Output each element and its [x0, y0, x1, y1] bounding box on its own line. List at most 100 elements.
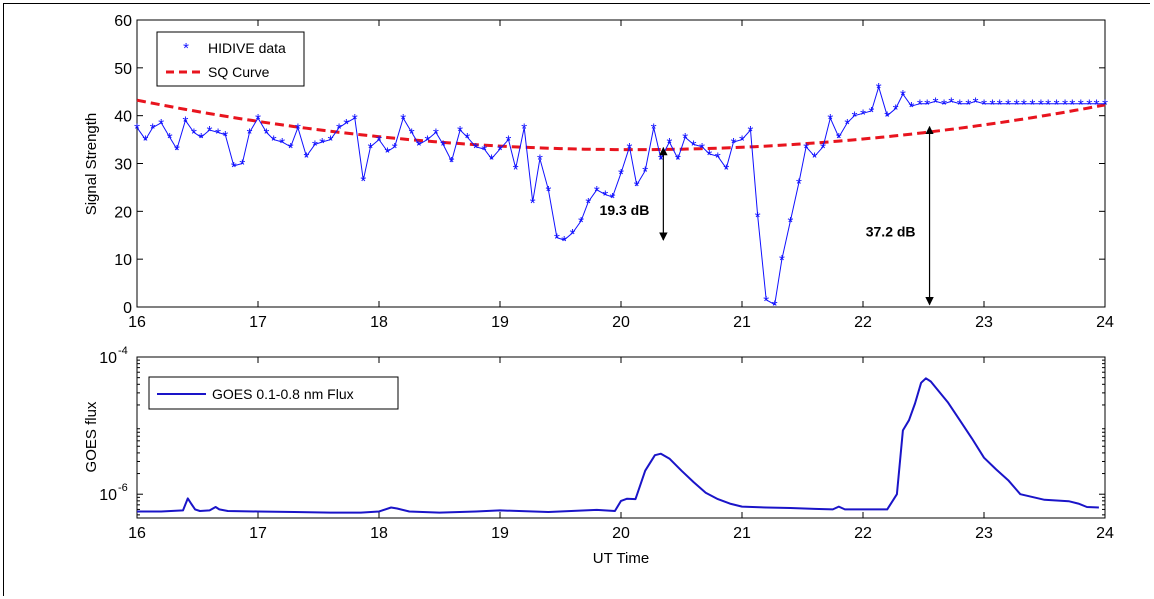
hidive-data-point: * — [981, 97, 987, 114]
bottom-x-tick-label: 21 — [733, 525, 751, 542]
hidive-data-point: * — [990, 97, 996, 114]
hidive-data-point: * — [473, 140, 479, 157]
hidive-data-point: * — [150, 121, 156, 138]
hidive-data-point: * — [545, 183, 551, 200]
hidive-data-point: * — [796, 176, 802, 193]
hidive-data-point: * — [691, 137, 697, 154]
hidive-data-point: * — [433, 125, 439, 142]
hidive-data-point: * — [198, 130, 204, 147]
hidive-data-point: * — [1029, 97, 1035, 114]
hidive-data-point: * — [682, 130, 688, 147]
hidive-data-point: * — [820, 140, 826, 157]
hidive-data-point: * — [288, 140, 294, 157]
bottom-y-axis-label: GOES flux — [83, 401, 100, 472]
hidive-data-point: * — [627, 140, 633, 157]
hidive-data-point: * — [917, 97, 923, 114]
hidive-data-point: * — [521, 121, 527, 138]
hidive-data-point: * — [941, 97, 947, 114]
top-x-ticks: 16 17 18 19 20 21 22 23 24 — [128, 20, 1114, 331]
hidive-data-point: * — [908, 99, 914, 116]
hidive-data-point: * — [385, 145, 391, 162]
hidive-data-point: * — [1078, 97, 1084, 114]
hidive-data-point: * — [852, 109, 858, 126]
top-x-tick-label: 22 — [854, 314, 872, 331]
hidive-data-point: * — [295, 121, 301, 138]
goes-flux-line — [137, 377, 1099, 514]
hidive-data-point: * — [134, 121, 140, 138]
hidive-data-point: * — [158, 116, 164, 133]
hidive-data-point: * — [876, 80, 882, 97]
bottom-x-tick-label: 16 — [128, 525, 146, 542]
hidive-data-point: * — [827, 111, 833, 128]
hidive-data-point: * — [506, 133, 512, 150]
hidive-data-point: * — [336, 121, 342, 138]
top-legend-box — [156, 31, 305, 87]
hidive-data-point: * — [723, 161, 729, 178]
hidive-data-point: * — [803, 140, 809, 157]
hidive-data-point: * — [376, 133, 382, 150]
bottom-y-tick-label: 10 — [99, 350, 117, 367]
hidive-data-point: * — [352, 111, 358, 128]
hidive-data-point: * — [755, 209, 761, 226]
top-x-tick-label: 24 — [1096, 314, 1114, 331]
hidive-data-point: * — [884, 109, 890, 126]
hidive-data-point: * — [570, 226, 576, 243]
hidive-data-point: * — [706, 147, 712, 164]
hidive-data-point: * — [561, 233, 567, 250]
hidive-data-point: * — [167, 130, 173, 147]
hidive-data-point: * — [1086, 97, 1092, 114]
hidive-data-point: * — [143, 133, 149, 150]
legend-hidive-label: HIDIVE data — [208, 40, 286, 56]
hidive-data-point: * — [409, 125, 415, 142]
bottom-x-tick-label: 17 — [249, 525, 267, 542]
top-x-tick-label: 16 — [128, 314, 146, 331]
figure-frame — [3, 3, 1150, 596]
goes-flux-panel: 16 17 18 19 20 21 22 23 24 10-610-4 GOES flux UT… — [83, 345, 1114, 567]
hidive-data-point: * — [948, 94, 954, 111]
top-y-ticks: 0 10 20 30 40 50 60 — [114, 13, 1105, 317]
hidive-data-point: * — [328, 133, 334, 150]
hidive-data-point: * — [368, 140, 374, 157]
hidive-data-line — [136, 85, 1105, 306]
top-x-tick-label: 18 — [370, 314, 388, 331]
top-x-tick-label: 17 — [249, 314, 267, 331]
hidive-data-point: * — [1102, 97, 1108, 114]
hidive-data-point: * — [748, 123, 754, 140]
db-annotation-label: 37.2 dB — [866, 224, 916, 240]
hidive-data-point: * — [440, 137, 446, 154]
top-y-tick-label: 40 — [114, 109, 132, 126]
hidive-data-point: * — [207, 123, 213, 140]
hidive-data-point: * — [699, 140, 705, 157]
top-x-tick-label: 20 — [612, 314, 630, 331]
hidive-data-point: * — [1038, 97, 1044, 114]
hidive-data-point: * — [481, 142, 487, 159]
hidive-data-point: * — [965, 97, 971, 114]
hidive-data-point: * — [610, 190, 616, 207]
hidive-data-point: * — [651, 121, 657, 138]
top-legend: * HIDIVE data SQ Curve — [156, 31, 305, 87]
hidive-data-point: * — [239, 157, 245, 174]
hidive-data-point: * — [763, 293, 769, 310]
hidive-data-point: * — [312, 137, 318, 154]
bottom-y-tick-exponent: -6 — [118, 482, 128, 494]
top-y-axis-label: Signal Strength — [83, 113, 100, 216]
hidive-data-point: * — [264, 125, 270, 142]
bottom-x-tick-label: 18 — [370, 525, 388, 542]
top-y-tick-label: 20 — [114, 204, 132, 221]
db-annotation-label: 19.3 dB — [600, 202, 650, 218]
hidive-data-point: * — [787, 214, 793, 231]
hidive-data-point: * — [231, 159, 237, 176]
legend-sq-label: SQ Curve — [208, 64, 270, 80]
top-x-tick-label: 19 — [491, 314, 509, 331]
hidive-data-point: * — [392, 140, 398, 157]
hidive-data-point: * — [1014, 97, 1020, 114]
hidive-data-point: * — [424, 133, 430, 150]
hidive-data-point: * — [869, 104, 875, 121]
hidive-data-point: * — [779, 252, 785, 269]
hidive-data-point: * — [997, 97, 1003, 114]
hidive-data-point: * — [731, 135, 737, 152]
hidive-data-point: * — [1069, 97, 1075, 114]
hidive-data-point: * — [739, 133, 745, 150]
